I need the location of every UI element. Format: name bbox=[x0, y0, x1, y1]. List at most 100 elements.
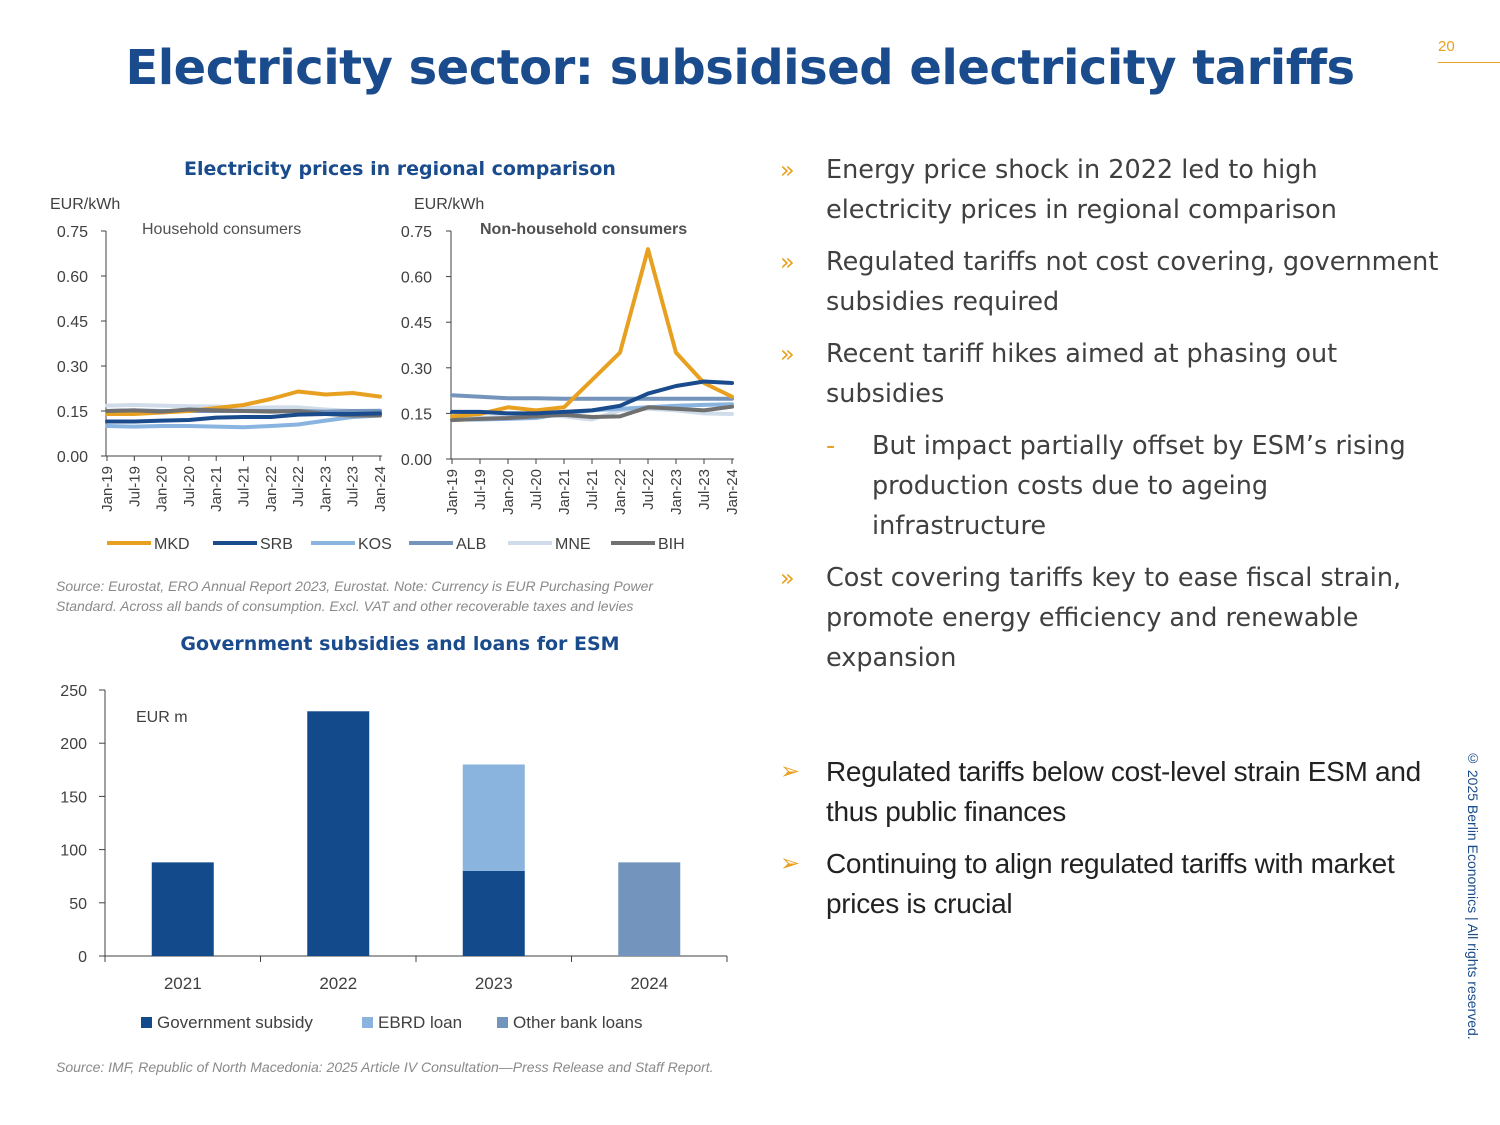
y-tick-label: 0.30 bbox=[401, 361, 432, 378]
bullet-list: » Energy price shock in 2022 led to high… bbox=[780, 150, 1450, 936]
price-chart-title: Electricity prices in regional compariso… bbox=[184, 158, 616, 180]
spacer bbox=[780, 690, 1450, 752]
price-chart-source: Source: Eurostat, ERO Annual Report 2023… bbox=[56, 578, 654, 614]
x-tick-label: Jul-20 bbox=[528, 469, 545, 510]
x-tick-label: Jul-21 bbox=[584, 469, 601, 510]
legend-label: MKD bbox=[154, 536, 190, 553]
panel-title: Non-household consumers bbox=[480, 221, 687, 238]
y-tick-label: 250 bbox=[60, 683, 87, 700]
x-tick-label: Jan-22 bbox=[612, 469, 629, 515]
legend-label: ALB bbox=[456, 536, 486, 553]
slide-title: Electricity sector: subsidised electrici… bbox=[125, 40, 1355, 96]
bullet-item: » Regulated tariffs not cost covering, g… bbox=[780, 242, 1450, 322]
key-marker: ➢ bbox=[780, 758, 800, 785]
bullet-text: Recent tariff hikes aimed at phasing out… bbox=[826, 339, 1338, 409]
y-tick-label: 0.15 bbox=[57, 404, 88, 421]
series-line-bih bbox=[450, 404, 734, 423]
x-tick-label: Jan-20 bbox=[500, 469, 517, 515]
bullet-item: » Cost covering tariffs key to ease fisc… bbox=[780, 558, 1450, 678]
y-tick-label: 200 bbox=[60, 736, 87, 753]
y-axis-unit: EUR/kWh bbox=[50, 196, 120, 213]
y-tick-label: 150 bbox=[60, 789, 87, 806]
panel-title: Household consumers bbox=[142, 221, 301, 238]
y-axis-unit: EUR/kWh bbox=[414, 196, 484, 213]
bullet-text: Regulated tariffs not cost covering, gov… bbox=[826, 247, 1439, 317]
page-number: 20 bbox=[1438, 38, 1455, 55]
y-tick-label: 0.45 bbox=[401, 315, 432, 332]
y-axis-unit: EUR m bbox=[136, 709, 188, 726]
y-tick-label: 0.60 bbox=[57, 269, 88, 286]
series-line-srb bbox=[105, 411, 382, 424]
x-tick-label: Jul-19 bbox=[472, 469, 489, 510]
legend-label: KOS bbox=[358, 536, 392, 553]
legend-label: BIH bbox=[658, 536, 685, 553]
legend-label: SRB bbox=[260, 536, 293, 553]
x-tick-label: Jan-23 bbox=[668, 469, 685, 515]
x-tick-label: Jul-21 bbox=[236, 466, 253, 507]
legend-swatch bbox=[362, 1017, 373, 1028]
price-chart: EUR/kWh Household consumers 0.75 0.60 0.45 0.… bbox=[50, 196, 741, 553]
bullet-marker: » bbox=[780, 340, 795, 368]
series-line-kos bbox=[105, 413, 382, 430]
x-tick-label: Jan-19 bbox=[99, 466, 116, 512]
y-tick-label: 0.15 bbox=[401, 406, 432, 423]
y-tick-label: 0 bbox=[78, 949, 87, 966]
bullet-item: » Energy price shock in 2022 led to high… bbox=[780, 150, 1450, 230]
y-tick-label: 0.30 bbox=[57, 359, 88, 376]
legend-label: Other bank loans bbox=[513, 1013, 642, 1032]
legend-swatch bbox=[141, 1017, 152, 1028]
y-tick-label: 0.45 bbox=[57, 314, 88, 331]
subsidy-chart: 250 200 150 100 50 0 EUR m 2021 2022 2023 2024 Gove… bbox=[60, 683, 728, 1032]
bar-government-subsidy bbox=[151, 862, 214, 956]
x-tick-label: Jan-21 bbox=[556, 469, 573, 515]
key-point: ➢ Regulated tariffs below cost-level str… bbox=[780, 752, 1450, 832]
x-tick-label: Jan-20 bbox=[154, 466, 171, 512]
y-tick-label: 50 bbox=[69, 896, 87, 913]
key-point-text: Regulated tariffs below cost-level strai… bbox=[826, 756, 1421, 827]
subsidy-chart-source: Source: IMF, Republic of North Macedonia… bbox=[56, 1059, 714, 1075]
bar-other-bank-loans bbox=[618, 862, 681, 956]
x-tick-label: Jan-23 bbox=[317, 466, 334, 512]
y-tick-label: 100 bbox=[60, 843, 87, 860]
x-tick-label: Jan-22 bbox=[263, 466, 280, 512]
copyright-note: © 2025 Berlin Economics | All rights res… bbox=[1465, 750, 1481, 1040]
x-tick-label: Jan-21 bbox=[208, 466, 225, 512]
y-tick-label: 0.00 bbox=[401, 452, 432, 469]
x-tick-label: 2022 bbox=[319, 974, 357, 993]
bullet-marker: » bbox=[780, 564, 795, 592]
sub-bullet-marker: - bbox=[826, 431, 836, 461]
x-tick-label: Jul-22 bbox=[290, 466, 307, 507]
sub-bullet-text: But impact partially offset by ESM’s ris… bbox=[872, 431, 1406, 541]
y-tick-label: 0.75 bbox=[401, 224, 432, 241]
bar-government-subsidy bbox=[462, 870, 525, 956]
x-tick-label: Jan-19 bbox=[444, 469, 461, 515]
x-tick-label: Jul-19 bbox=[126, 466, 143, 507]
y-tick-label: 0.75 bbox=[57, 224, 88, 241]
legend-label: MNE bbox=[555, 536, 591, 553]
x-tick-label: Jan-24 bbox=[724, 469, 741, 515]
subsidy-chart-title: Government subsidies and loans for ESM bbox=[180, 633, 620, 655]
x-tick-label: 2023 bbox=[475, 974, 513, 993]
bar-government-subsidy bbox=[307, 711, 370, 956]
x-tick-label: Jul-23 bbox=[345, 466, 362, 507]
key-marker: ➢ bbox=[780, 850, 800, 877]
key-point-text: Continuing to align regulated tariffs wi… bbox=[826, 848, 1395, 919]
x-tick-label: Jul-20 bbox=[181, 466, 198, 507]
bullet-text: Energy price shock in 2022 led to high e… bbox=[826, 155, 1337, 225]
bar-ebrd-loan bbox=[462, 764, 525, 871]
x-tick-label: Jan-24 bbox=[372, 466, 389, 512]
y-tick-label: 0.00 bbox=[57, 449, 88, 466]
legend-label: Government subsidy bbox=[157, 1013, 313, 1032]
key-point: ➢ Continuing to align regulated tariffs … bbox=[780, 844, 1450, 924]
legend-swatch bbox=[497, 1017, 508, 1028]
bullet-marker: » bbox=[780, 156, 795, 184]
page-number-rule bbox=[1438, 62, 1500, 63]
x-tick-label: Jul-23 bbox=[696, 469, 713, 510]
series-line-srb bbox=[450, 379, 734, 416]
x-tick-label: Jul-22 bbox=[640, 469, 657, 510]
y-tick-label: 0.60 bbox=[401, 270, 432, 287]
x-tick-label: 2024 bbox=[630, 974, 668, 993]
bullet-marker: » bbox=[780, 248, 795, 276]
legend-label: EBRD loan bbox=[378, 1013, 462, 1032]
bullet-text: Cost covering tariffs key to ease fiscal… bbox=[826, 563, 1402, 673]
